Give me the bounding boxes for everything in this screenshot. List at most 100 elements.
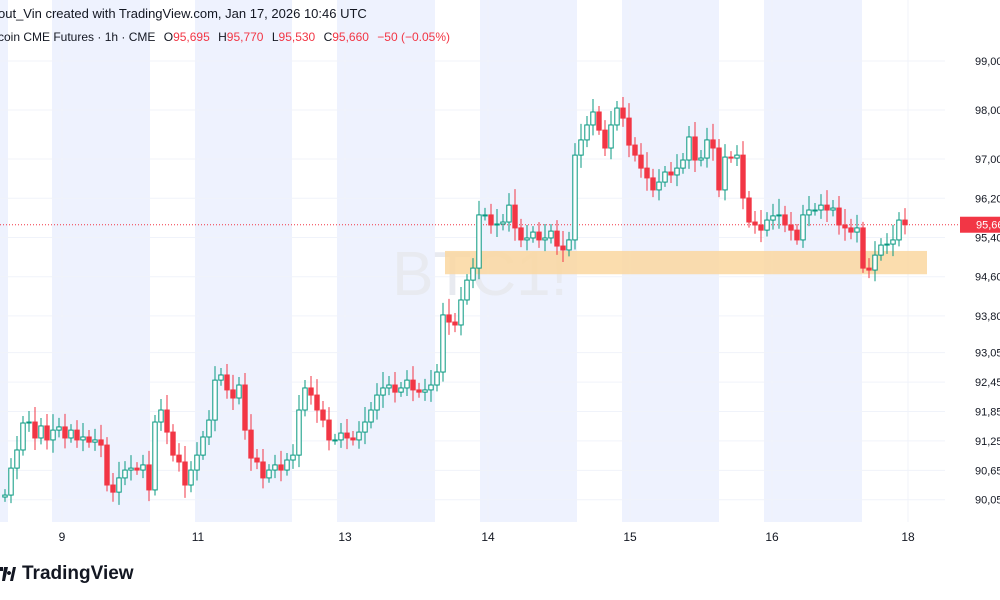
chart-credit: out_Vin created with TradingView.com, Ja…: [0, 6, 367, 21]
candle-body: [212, 379, 218, 421]
candle-body: [596, 111, 602, 131]
candle-body: [242, 384, 248, 431]
candle-body: [182, 461, 188, 486]
candle-body: [68, 429, 74, 439]
candle-body: [788, 224, 794, 231]
candle-body: [830, 207, 836, 211]
zone-rect: [445, 250, 927, 275]
price-tick-label: 97,000: [975, 154, 1000, 166]
candle-body: [902, 219, 908, 226]
candle-body: [92, 439, 98, 443]
candle-body: [434, 371, 440, 386]
candle-body: [158, 409, 164, 423]
candle-body: [392, 384, 398, 393]
candle-body: [116, 477, 122, 493]
candle-body: [896, 219, 902, 241]
candle-body: [614, 107, 620, 126]
candle-body: [866, 267, 872, 271]
candle-body: [2, 494, 8, 498]
candle-body: [308, 387, 314, 396]
candle-body: [578, 139, 584, 156]
candle-body: [290, 454, 296, 461]
session-band: [195, 0, 292, 522]
low-value: 95,530: [278, 30, 316, 44]
tradingview-logo-icon: [0, 567, 16, 581]
candle-body: [536, 231, 542, 241]
candle-body: [428, 384, 434, 391]
high-value: 95,770: [226, 30, 264, 44]
price-tick-label: 99,000: [975, 56, 1000, 68]
candle-body: [512, 204, 518, 229]
candle-body: [644, 167, 650, 179]
candle-body: [374, 394, 380, 411]
price-tick-label: 93,050: [975, 348, 1000, 360]
candle-body: [848, 227, 854, 233]
candle-body: [632, 144, 638, 156]
candles: [2, 97, 908, 505]
candle-body: [818, 204, 824, 211]
candle-body: [824, 204, 830, 211]
candle-body: [362, 421, 368, 433]
candle-body: [626, 117, 632, 146]
candle-body: [488, 214, 494, 226]
candle-body: [140, 464, 146, 471]
tradingview-logo[interactable]: TradingView: [0, 563, 134, 585]
candle-body: [746, 197, 752, 223]
candle-body: [194, 454, 200, 471]
candle-body: [464, 279, 470, 301]
symbol-legend: coin CME Futures · 1h · CME O95,695 H95,…: [0, 30, 450, 44]
candle-body: [134, 467, 140, 471]
candle-body: [338, 432, 344, 441]
time-tick-label: 15: [623, 530, 637, 544]
time-tick-label: 18: [901, 530, 915, 544]
candle-body: [572, 154, 578, 241]
candle-body: [218, 374, 224, 381]
candle-body: [812, 209, 818, 212]
candle-body: [506, 204, 512, 223]
candle-body: [770, 215, 776, 221]
candle-body: [98, 439, 104, 446]
candle-body: [548, 230, 554, 239]
candle-body: [146, 464, 152, 491]
support-zone[interactable]: [445, 250, 927, 275]
candle-body: [872, 254, 878, 271]
candle-body: [50, 429, 56, 441]
time-tick-label: 9: [59, 530, 66, 544]
candle-body: [56, 426, 62, 431]
candle-body: [260, 461, 266, 479]
candle-body: [524, 237, 530, 241]
candle-body: [254, 457, 260, 463]
candle-body: [266, 469, 272, 479]
candle-body: [20, 422, 26, 451]
candle-body: [248, 429, 254, 459]
candle-body: [782, 214, 788, 226]
price-tick-label: 94,600: [975, 272, 1000, 284]
candle-body: [662, 171, 668, 183]
high-label: H: [218, 30, 227, 44]
candle-body: [224, 374, 230, 391]
candle-body: [368, 409, 374, 423]
candle-body: [566, 239, 572, 251]
candle-body: [122, 469, 128, 479]
candle-body: [470, 267, 476, 281]
candle-body: [656, 181, 662, 191]
candle-body: [860, 227, 866, 269]
time-axis[interactable]: 9 11 13 14 15 16 18: [59, 530, 915, 544]
candle-body: [752, 221, 758, 226]
candle-body: [176, 454, 182, 463]
candle-body: [530, 231, 536, 239]
candle-body: [800, 214, 806, 241]
time-tick-label: 14: [481, 530, 495, 544]
open-label: O: [163, 30, 174, 44]
candle-body: [704, 139, 710, 159]
candle-body: [602, 129, 608, 149]
candle-body: [608, 124, 614, 149]
candle-body: [668, 171, 674, 176]
price-tick-label: 91,850: [975, 406, 1000, 418]
candle-body: [386, 384, 392, 389]
candle-body: [230, 389, 236, 399]
time-tick-label: 11: [192, 530, 205, 544]
price-axis[interactable]: 99,000 98,000 97,000 96,200 95,400 94,600 93,8…: [975, 56, 1000, 507]
candle-body: [458, 299, 464, 326]
